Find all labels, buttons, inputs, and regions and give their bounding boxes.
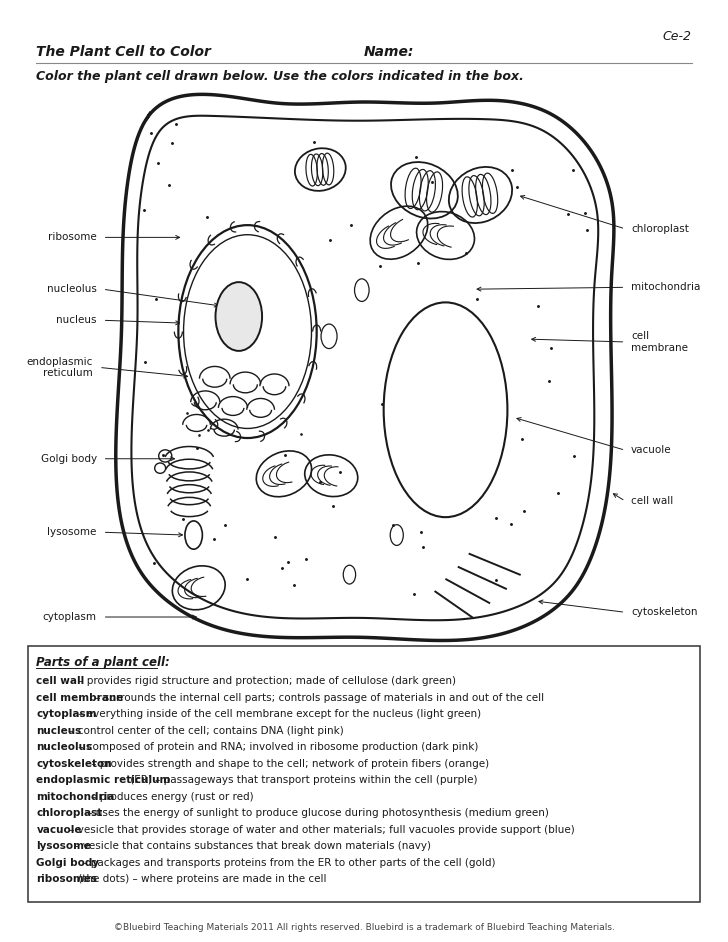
Text: ribosome: ribosome xyxy=(48,233,97,242)
Text: – uses the energy of sunlight to produce glucose during photosynthesis (medium g: – uses the energy of sunlight to produce… xyxy=(84,808,548,819)
Text: nucleus: nucleus xyxy=(36,725,82,736)
Text: endoplasmic reticulum: endoplasmic reticulum xyxy=(36,775,171,786)
Text: cytoskeleton: cytoskeleton xyxy=(631,608,697,617)
Text: Ce-2: Ce-2 xyxy=(662,30,692,43)
Text: lysosome: lysosome xyxy=(36,841,92,852)
Text: – control center of the cell; contains DNA (light pink): – control center of the cell; contains D… xyxy=(66,725,344,736)
Text: – produces energy (rust or red): – produces energy (rust or red) xyxy=(88,791,253,802)
Text: Name:: Name: xyxy=(364,45,414,59)
Text: – everything inside of the cell membrane except for the nucleus (light green): – everything inside of the cell membrane… xyxy=(75,709,481,720)
Text: cytoskeleton: cytoskeleton xyxy=(36,759,112,769)
Text: – surrounds the internal cell parts; controls passage of materials in and out of: – surrounds the internal cell parts; con… xyxy=(92,693,545,703)
Text: cytoplasm: cytoplasm xyxy=(43,612,97,622)
Ellipse shape xyxy=(215,282,262,350)
Text: cytoplasm: cytoplasm xyxy=(36,709,97,720)
Text: chloroplast: chloroplast xyxy=(36,808,103,819)
Text: – composed of protein and RNA; involved in ribosome production (dark pink): – composed of protein and RNA; involved … xyxy=(75,742,478,753)
Text: vacuole: vacuole xyxy=(36,825,82,835)
Text: Golgi body: Golgi body xyxy=(41,454,97,463)
Text: nucleolus: nucleolus xyxy=(47,284,97,294)
Text: lysosome: lysosome xyxy=(47,528,97,537)
Text: ©Bluebird Teaching Materials 2011 All rights reserved. Bluebird is a trademark o: ©Bluebird Teaching Materials 2011 All ri… xyxy=(114,923,614,933)
Text: The Plant Cell to Color: The Plant Cell to Color xyxy=(36,45,211,59)
Text: cell membrane: cell membrane xyxy=(36,693,124,703)
Text: nucleolus: nucleolus xyxy=(36,742,92,753)
Text: cell wall: cell wall xyxy=(631,496,673,506)
Text: (ER) – passageways that transport proteins within the cell (purple): (ER) – passageways that transport protei… xyxy=(127,775,477,786)
Text: vacuole: vacuole xyxy=(631,446,672,455)
Text: Golgi body: Golgi body xyxy=(36,858,100,868)
Text: mitochondria: mitochondria xyxy=(631,283,700,292)
Text: cell wall: cell wall xyxy=(36,676,84,687)
Text: – provides strength and shape to the cell; network of protein fibers (orange): – provides strength and shape to the cel… xyxy=(88,759,489,769)
Text: endoplasmic
reticulum: endoplasmic reticulum xyxy=(27,357,93,378)
Text: (the dots) – where proteins are made in the cell: (the dots) – where proteins are made in … xyxy=(75,874,327,885)
Text: cell
membrane: cell membrane xyxy=(631,332,688,352)
Text: – provides rigid structure and protection; made of cellulose (dark green): – provides rigid structure and protectio… xyxy=(75,676,456,687)
Text: – packages and transports proteins from the ER to other parts of the cell (gold): – packages and transports proteins from … xyxy=(79,858,496,868)
Text: – vesicle that contains substances that break down materials (navy): – vesicle that contains substances that … xyxy=(71,841,431,852)
Text: ribosomes: ribosomes xyxy=(36,874,98,885)
Text: – vesicle that provides storage of water and other materials; full vacuoles prov: – vesicle that provides storage of water… xyxy=(66,825,575,835)
Text: chloroplast: chloroplast xyxy=(631,224,689,234)
Text: mitochondria: mitochondria xyxy=(36,791,115,802)
Text: Parts of a plant cell:: Parts of a plant cell: xyxy=(36,656,170,669)
Text: nucleus: nucleus xyxy=(56,316,97,325)
Text: Color the plant cell drawn below. Use the colors indicated in the box.: Color the plant cell drawn below. Use th… xyxy=(36,70,524,83)
